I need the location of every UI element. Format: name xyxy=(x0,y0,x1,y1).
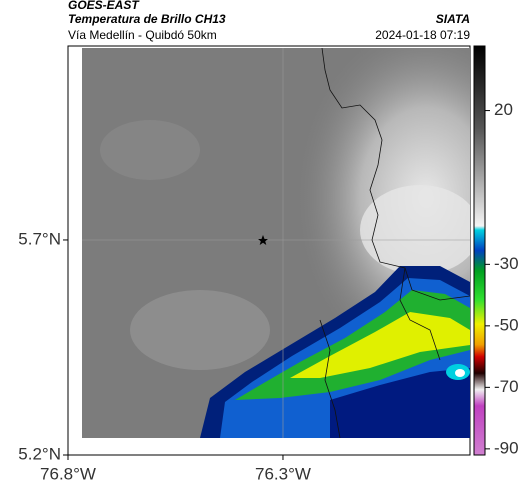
colorbar-tick-label: 20 xyxy=(494,100,513,119)
colorbar xyxy=(473,45,486,456)
y-tick-label: 5.7°N xyxy=(18,229,61,248)
colorbar-tick-label: -90 xyxy=(494,438,519,457)
colorbar-tick-label: -70 xyxy=(494,377,519,396)
satellite-image xyxy=(82,48,470,438)
subtitle: Vía Medellín - Quibdó 50km xyxy=(68,28,217,42)
colorbar-tick-label: -30 xyxy=(494,254,519,273)
datetime: 2024-01-18 07:19 xyxy=(375,28,470,42)
title: Temperatura de Brillo CH13 xyxy=(68,12,226,26)
colorbar-tick-label: -50 xyxy=(494,315,519,334)
y-tick-label: 5.2°N xyxy=(18,444,61,463)
source: GOES-EAST xyxy=(68,0,140,12)
agency: SIATA xyxy=(436,12,470,26)
x-tick-label: 76.8°W xyxy=(40,464,96,483)
location-marker xyxy=(258,235,268,245)
x-tick-label: 76.3°W xyxy=(255,464,311,483)
